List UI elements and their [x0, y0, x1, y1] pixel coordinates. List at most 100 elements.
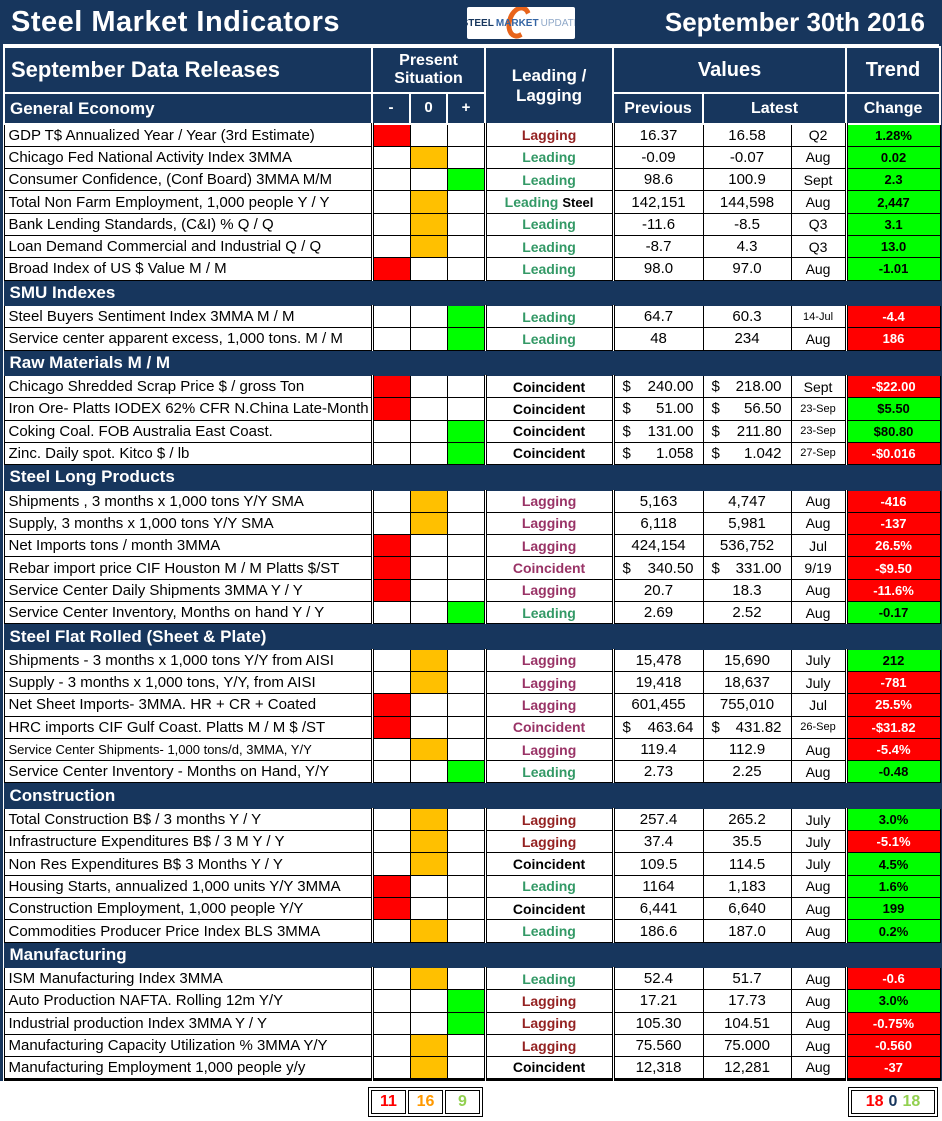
row-label: Housing Starts, annualized 1,000 units Y… — [3, 874, 373, 899]
indicator-cell: Leading — [483, 919, 614, 943]
situation-zero-cell — [409, 556, 448, 580]
trend-summary-box: 18 0 18 — [848, 1086, 938, 1117]
table-row: HRC imports CIF Gulf Coast. Platts M / M… — [3, 715, 941, 739]
situation-minus-cell — [370, 830, 411, 854]
row-label: Shipments , 3 months x 1,000 tons Y/Y SM… — [3, 489, 373, 513]
table-row: Supply - 3 months x 1,000 tons, Y/Y, fro… — [3, 670, 941, 695]
table-row: Shipments , 3 months x 1,000 tons Y/Y SM… — [3, 489, 941, 513]
date-cell: Aug — [790, 327, 847, 351]
column-header-values: Values — [612, 46, 848, 94]
indicator-label: Lagging — [521, 992, 577, 1009]
summary-negative-count: 11 — [371, 1089, 406, 1114]
latest-value-cell: 114.5 — [702, 852, 792, 876]
situation-minus-cell — [370, 257, 411, 281]
situation-plus-cell — [446, 737, 486, 762]
situation-zero-cell — [409, 374, 448, 399]
date-cell: Sept — [790, 374, 847, 399]
table-row: Infrastructure Expenditures B$ / 3 M Y /… — [3, 830, 941, 854]
date-cell: Q2 — [790, 123, 847, 147]
indicator-cell: Leading Steel — [483, 190, 614, 214]
change-cell: 4.5% — [844, 852, 941, 876]
date-cell: July — [790, 807, 847, 832]
indicator-cell: Coincident — [483, 441, 614, 466]
date-cell: Aug — [790, 1011, 847, 1035]
previous-value-cell: 1164 — [611, 874, 704, 899]
row-label: Infrastructure Expenditures B$ / 3 M Y /… — [3, 830, 373, 854]
situation-minus-cell — [370, 234, 411, 259]
latest-value-cell: 2.52 — [702, 601, 792, 625]
situation-minus-cell — [370, 874, 411, 899]
report-sheet: Steel Market Indicators STEEL MARKET UPD… — [0, 0, 942, 1081]
indicator-label: Coincident — [512, 900, 586, 917]
change-cell: 2.3 — [844, 168, 941, 192]
latest-value-cell: 51.7 — [702, 967, 792, 991]
situation-zero-cell — [409, 874, 448, 899]
latest-value-cell: 100.9 — [702, 168, 792, 192]
situation-minus-cell — [370, 145, 411, 170]
row-label: ISM Manufacturing Index 3MMA — [3, 967, 373, 991]
situation-zero-cell — [409, 897, 448, 921]
change-cell: -4.4 — [844, 304, 941, 329]
situation-zero-cell — [409, 919, 448, 943]
column-header-zero: 0 — [409, 92, 448, 125]
previous-value-cell: 16.37 — [611, 123, 704, 147]
situation-plus-cell — [446, 897, 486, 921]
section-header-row: Manufacturing — [3, 941, 941, 969]
indicator-cell: Leading — [483, 145, 614, 170]
indicator-cell: Leading — [483, 601, 614, 625]
column-header-data-releases: September Data Releases — [3, 46, 373, 94]
situation-plus-cell — [446, 257, 486, 281]
previous-value-cell: 2.69 — [611, 601, 704, 625]
date-cell: Aug — [790, 989, 847, 1013]
latest-value-cell: -0.07 — [702, 145, 792, 170]
previous-value-cell: 105.30 — [611, 1011, 704, 1035]
column-header-present-situation: Present Situation — [370, 46, 487, 94]
situation-minus-cell — [370, 1056, 411, 1080]
change-cell: 212 — [844, 648, 941, 673]
latest-value-cell: 536,752 — [702, 534, 792, 558]
table-row: Loan Demand Commercial and Industrial Q … — [3, 234, 941, 259]
situation-minus-cell — [370, 441, 411, 466]
indicator-cell: Leading — [483, 304, 614, 329]
row-label: Chicago Shredded Scrap Price $ / gross T… — [3, 374, 373, 399]
situation-plus-cell — [446, 327, 486, 351]
row-label: Total Non Farm Employment, 1,000 people … — [3, 190, 373, 214]
situation-zero-cell — [409, 830, 448, 854]
situation-minus-cell — [370, 1033, 411, 1058]
date-cell: 9/19 — [790, 556, 847, 580]
latest-value-cell: $1.042 — [702, 441, 792, 466]
situation-plus-cell — [446, 967, 486, 991]
situation-minus-cell — [370, 212, 411, 236]
date-cell: Aug — [790, 190, 847, 214]
situation-plus-cell — [446, 807, 486, 832]
row-label: Consumer Confidence, (Conf Board) 3MMA M… — [3, 168, 373, 192]
column-header-change: Change — [845, 92, 942, 125]
change-cell: 199 — [844, 897, 941, 921]
latest-value-cell: $331.00 — [702, 556, 792, 580]
previous-value-cell: 15,478 — [611, 648, 704, 673]
indicator-cell: Leading — [483, 257, 614, 281]
indicator-cell: Lagging — [483, 989, 614, 1013]
situation-plus-cell — [446, 852, 486, 876]
indicator-cell: Lagging — [483, 1011, 614, 1035]
indicator-label: Coincident — [512, 423, 586, 440]
indicator-cell: Leading — [483, 168, 614, 192]
row-label: Bank Lending Standards, (C&I) % Q / Q — [3, 212, 373, 236]
situation-plus-cell — [446, 670, 486, 695]
situation-plus-cell — [446, 648, 486, 673]
situation-minus-cell — [370, 693, 411, 717]
indicator-cell: Coincident — [483, 397, 614, 421]
previous-value-cell: $51.00 — [611, 397, 704, 421]
previous-value-cell: 109.5 — [611, 852, 704, 876]
situation-plus-cell — [446, 601, 486, 625]
situation-minus-cell — [370, 534, 411, 558]
latest-value-cell: 60.3 — [702, 304, 792, 329]
section-header-general-economy: General Economy — [3, 92, 373, 125]
indicator-label: Lagging — [521, 811, 577, 828]
indicator-cell: Leading — [483, 327, 614, 351]
change-cell: -0.6 — [844, 967, 941, 991]
change-cell: 1.6% — [844, 874, 941, 899]
indicator-cell: Coincident — [483, 419, 614, 443]
table-row: Chicago Shredded Scrap Price $ / gross T… — [3, 374, 941, 399]
date-cell: Sept — [790, 168, 847, 192]
